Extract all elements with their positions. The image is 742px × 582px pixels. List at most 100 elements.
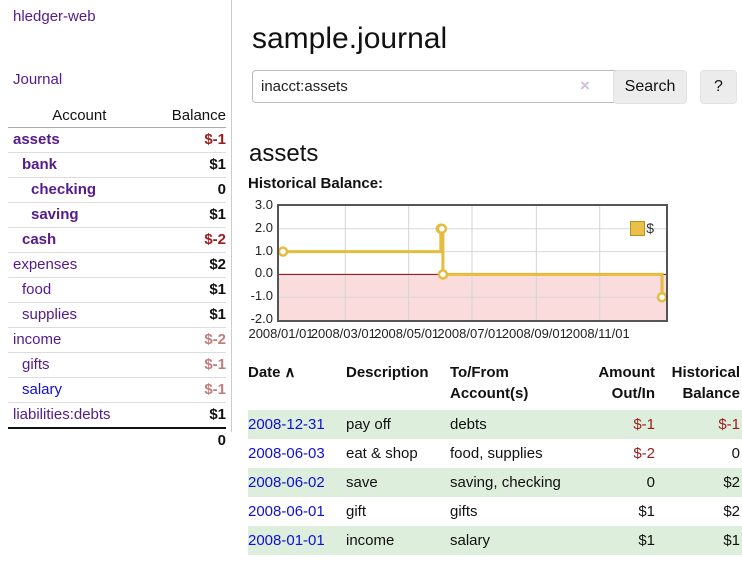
transaction-date-link[interactable]: 2008-06-03: [248, 445, 325, 462]
register-col-header-to-from: To/From Account(s): [450, 364, 529, 402]
legend-swatch-icon: [630, 220, 646, 236]
sidebar-account-assets[interactable]: assets: [13, 131, 60, 148]
transaction-description: eat & shop: [346, 445, 418, 462]
transaction-accounts: saving, checking: [450, 468, 580, 497]
transaction-accounts: food, supplies: [450, 445, 543, 462]
transaction-description: gift: [346, 503, 367, 520]
account-balance: $-1: [204, 381, 226, 398]
search-input[interactable]: [252, 70, 628, 103]
register-col-header-description: Description: [346, 364, 429, 381]
register-col-header-date[interactable]: Date ∧: [248, 364, 296, 381]
x-axis-tick-label: 2008/01/01: [248, 326, 314, 341]
account-row: cash $-2: [8, 228, 226, 253]
y-axis-tick-label: 3.0: [254, 197, 273, 212]
help-button[interactable]: ?: [700, 70, 737, 104]
account-row: liabilities:debts $1: [8, 403, 226, 428]
sidebar-account-supplies[interactable]: supplies: [22, 306, 78, 323]
account-row: expenses $2: [8, 253, 226, 278]
transaction-balance: $2: [723, 503, 740, 520]
account-row: gifts $-1: [8, 353, 226, 378]
sidebar-account-food[interactable]: food: [22, 281, 52, 298]
sidebar-account-bank[interactable]: bank: [22, 156, 58, 173]
y-axis-tick-label: -1.0: [250, 288, 273, 304]
account-balance: $1: [209, 306, 226, 323]
account-balance: $1: [209, 156, 226, 173]
transaction-balance: $-1: [657, 410, 742, 439]
app-brand-link[interactable]: hledger-web: [13, 8, 96, 25]
sidebar-account-cash[interactable]: cash: [22, 231, 57, 248]
account-balance: $-1: [204, 356, 226, 373]
y-axis-tick-label: 0.0: [254, 265, 273, 281]
transaction-amount: $-1: [580, 410, 657, 439]
transaction-date-link[interactable]: 2008-12-31: [248, 416, 325, 433]
legend-label: $: [646, 220, 654, 236]
account-balance: $1: [209, 206, 226, 223]
register-header-row: Date ∧ Description To/From Account(s) Amount O…: [248, 360, 742, 410]
search-button[interactable]: Search: [613, 70, 687, 104]
account-row: assets $-1: [8, 128, 226, 153]
transaction-date-link[interactable]: 2008-06-02: [248, 474, 325, 491]
transaction-date-link[interactable]: 2008-01-01: [248, 532, 325, 549]
y-axis-tick-label: -2.0: [250, 311, 273, 326]
y-axis-tick-label: 2.0: [254, 219, 273, 235]
x-axis-tick-label: 2008/09/01: [501, 326, 567, 341]
transaction-description: save: [346, 468, 450, 497]
sidebar-account-checking[interactable]: checking: [31, 181, 97, 198]
sidebar-account-expenses[interactable]: expenses: [13, 256, 78, 273]
account-balance: $-2: [204, 331, 226, 348]
sidebar-account-liabilities:debts[interactable]: liabilities:debts: [13, 406, 111, 423]
transaction-date-link[interactable]: 2008-06-01: [248, 503, 325, 520]
account-balance: $2: [209, 256, 226, 273]
sidebar-account-income[interactable]: income: [13, 331, 62, 348]
y-axis-tick-label: 1.0: [254, 242, 273, 258]
transaction-amount: $1: [580, 526, 657, 555]
register-table: Date ∧ Description To/From Account(s) Amount O…: [248, 360, 742, 555]
account-row: salary $-1: [8, 378, 226, 403]
transaction-description: pay off: [346, 410, 450, 439]
account-row: checking 0: [8, 178, 226, 203]
page-title: sample.journal: [252, 22, 448, 56]
x-axis-tick-label: 2008/03/01: [310, 326, 376, 341]
transaction-accounts: gifts: [450, 503, 478, 520]
accounts-total-value: 0: [150, 427, 226, 453]
account-balance: $1: [209, 281, 226, 298]
register-row: 2008-01-01 income salary $1 $1: [248, 526, 742, 555]
transaction-amount: 0: [580, 468, 657, 497]
sidebar-account-gifts[interactable]: gifts: [22, 356, 50, 373]
account-balance: $1: [209, 406, 226, 423]
account-row: supplies $1: [8, 303, 226, 328]
accounts-table: Account Balance assets $-1 bank $1 checking 0…: [8, 104, 226, 453]
transaction-accounts: debts: [450, 410, 580, 439]
transaction-amount: $1: [638, 503, 655, 520]
x-axis-tick-label: 2008/05/01: [374, 326, 440, 341]
account-balance: 0: [217, 181, 226, 198]
sidebar-account-saving[interactable]: saving: [31, 206, 79, 223]
clear-search-icon[interactable]: ×: [580, 76, 590, 95]
balance-chart: 3.0 2.0 1.0 0.0 -1.0 -2.0 $ 2008/01/01 2008/03…: [247, 197, 707, 341]
account-row: saving $1: [8, 203, 226, 228]
register-row: 2008-06-02 save saving, checking 0 $2: [248, 468, 742, 497]
register-row: 2008-06-03 eat & shop food, supplies $-2 0: [248, 439, 742, 468]
register-row: 2008-06-01 gift gifts $1 $2: [248, 497, 742, 526]
register-col-header-historical: Historical Balance: [671, 364, 740, 402]
accounts-total-row: 0: [8, 427, 226, 453]
register-row: 2008-12-31 pay off debts $-1 $-1: [248, 410, 742, 439]
x-axis-tick-label: 2008/11/01: [565, 326, 630, 341]
transaction-description: income: [346, 526, 450, 555]
accounts-header-balance: Balance: [150, 104, 226, 128]
account-balance: $-1: [204, 131, 226, 148]
sidebar-account-salary[interactable]: salary: [22, 381, 63, 398]
account-row: income $-2: [8, 328, 226, 353]
sort-asc-icon: ∧: [284, 364, 296, 381]
transaction-balance: 0: [731, 445, 740, 462]
chart-canvas: [279, 206, 666, 320]
chart-title: Historical Balance:: [248, 175, 384, 192]
x-axis-tick-label: 2008/07/01: [437, 326, 503, 341]
sidebar-item-journal[interactable]: Journal: [13, 71, 63, 88]
search-form: × Search ?: [252, 70, 742, 104]
account-heading: assets: [249, 139, 319, 167]
register-col-header-amount: Amount Out/In: [598, 364, 655, 402]
transaction-balance: $1: [657, 526, 742, 555]
transaction-amount: $-2: [633, 445, 655, 462]
sidebar: hledger-web Journal Account Balance asse…: [0, 0, 231, 582]
